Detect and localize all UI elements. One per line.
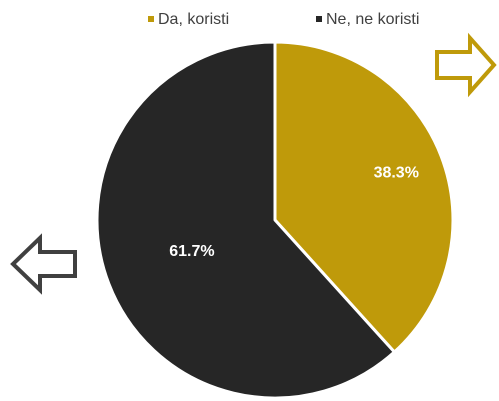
legend-marker: [316, 16, 322, 22]
left-arrow: [10, 233, 77, 295]
pie-slice: [95, 40, 396, 400]
legend-marker: [148, 16, 154, 22]
legend-label: Da, koristi: [158, 11, 229, 28]
right-arrow: [435, 32, 497, 98]
legend-label: Ne, ne koristi: [326, 11, 419, 28]
data-label: 61.7%: [169, 243, 214, 260]
pie-slice: [273, 40, 455, 354]
data-label: 38.3%: [374, 165, 419, 182]
